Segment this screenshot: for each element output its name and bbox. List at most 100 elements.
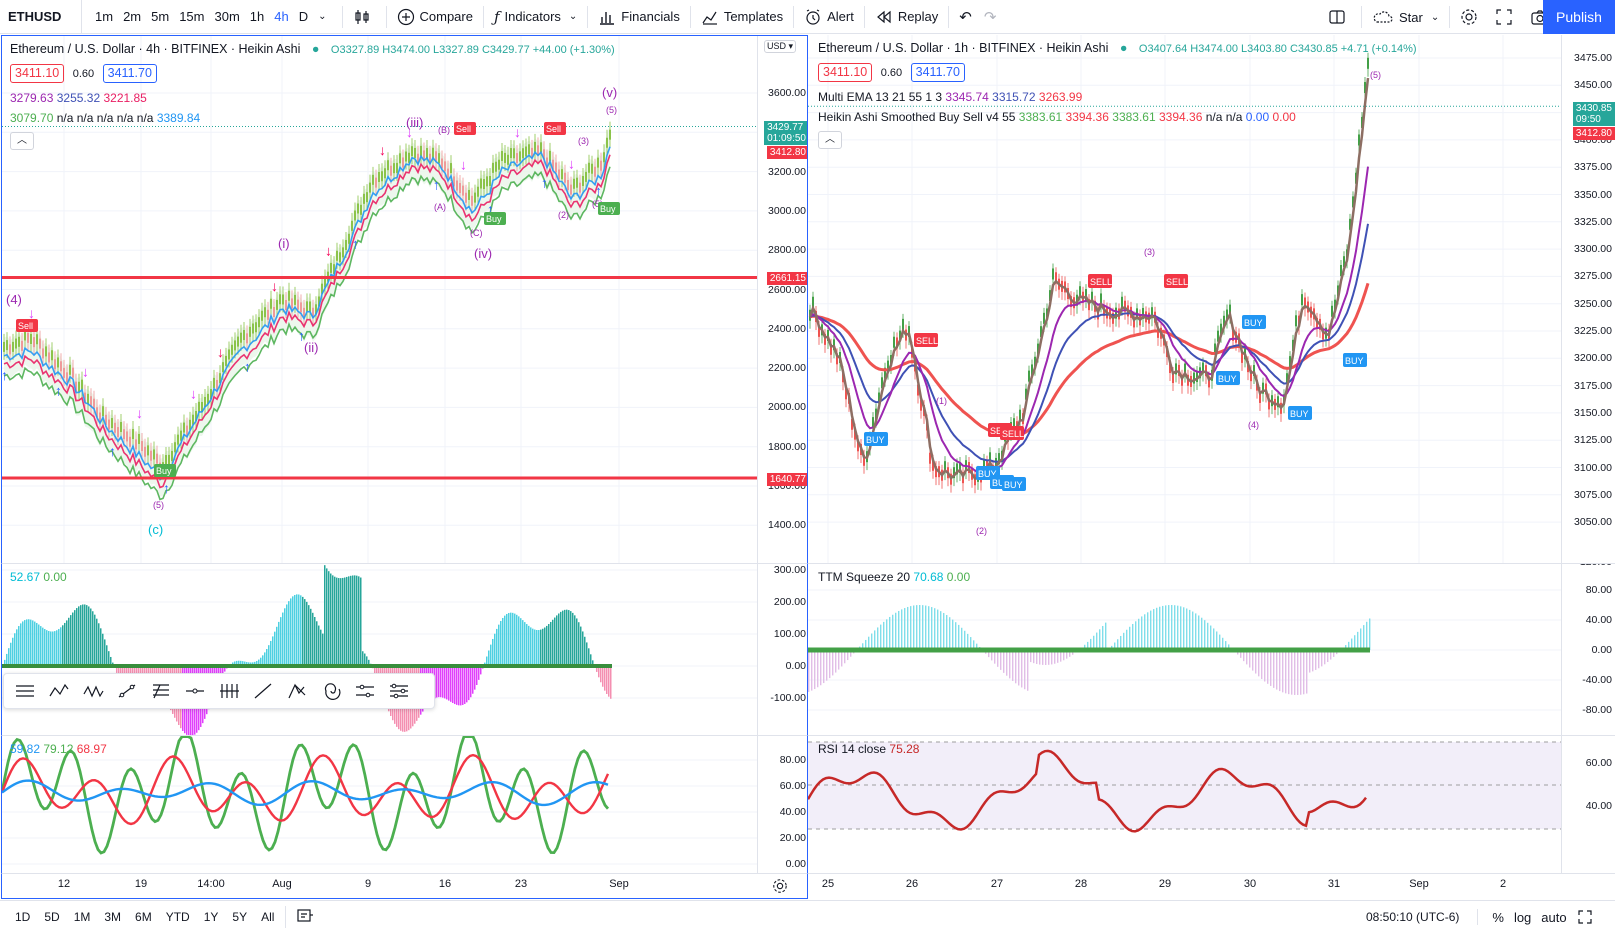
- spiral-tool[interactable]: [314, 676, 348, 706]
- left-chart-main-pane[interactable]: ↑ ↓ ↑ ↓ ↑ ↓ ↑ ↓ ↓ ↑ ↓ ↑ ↓ ↑ ↓ ↓ ↑ ↓ ↑ ↓ ↑ ↓ ↑ (4) (i) (ii) (iii) (i…: [1, 35, 808, 563]
- compare-button[interactable]: Compare: [391, 0, 479, 34]
- left-stochastic-lines[interactable]: [2, 736, 757, 873]
- rsi-line[interactable]: [808, 736, 1561, 873]
- trend-channel-tool[interactable]: [8, 676, 42, 706]
- right-price-chart[interactable]: SELLSELLSELLSELLSELLBUYBUYBUYBUYBUYBUYBU…: [808, 35, 1561, 563]
- left-osc-legend[interactable]: 52.67 0.00: [10, 570, 67, 584]
- grid-tool[interactable]: [212, 676, 246, 706]
- tf-1m[interactable]: 1m: [95, 9, 114, 24]
- timezone-clock[interactable]: 08:50:10 (UTC-6): [1366, 910, 1460, 924]
- left-oscillator-histogram[interactable]: [2, 564, 757, 735]
- candle: [231, 344, 233, 355]
- histogram-bar: [60, 627, 62, 666]
- goto-date-button[interactable]: [290, 907, 320, 926]
- trendline-tool[interactable]: [110, 676, 144, 706]
- range-1M[interactable]: 1M: [73, 909, 91, 924]
- sliders-tool[interactable]: [382, 676, 416, 706]
- histogram-bar: [338, 578, 340, 666]
- symbol-search[interactable]: ETHUSD: [0, 0, 82, 34]
- stoch-axis-label: 0.00: [785, 858, 806, 870]
- right-buy-price-button[interactable]: 3411.70: [910, 63, 965, 82]
- range-YTD[interactable]: YTD: [165, 909, 190, 924]
- pitchfork-tool[interactable]: [280, 676, 314, 706]
- range-5D[interactable]: 5D: [44, 909, 60, 924]
- left-indicator-row-2[interactable]: 3079.70 n/a n/a n/a n/a n/a 3389.84: [10, 111, 200, 125]
- ray-tool[interactable]: [246, 676, 280, 706]
- range-All[interactable]: All: [261, 909, 275, 924]
- left-osc-axis[interactable]: 300.00 200.00 100.00 0.00 -100.00: [757, 564, 807, 735]
- fib-tool[interactable]: [144, 676, 178, 706]
- tf-30m[interactable]: 30m: [214, 9, 240, 24]
- collapse-legend-button[interactable]: ︿: [818, 131, 842, 149]
- measure-tool[interactable]: [348, 676, 382, 706]
- range-6M[interactable]: 6M: [135, 909, 152, 924]
- range-5Y[interactable]: 5Y: [232, 909, 248, 924]
- right-chart-main-pane[interactable]: SELLSELLSELLSELLSELLBUYBUYBUYBUYBUYBUYBU…: [808, 35, 1615, 563]
- alert-button[interactable]: Alert: [798, 0, 860, 34]
- left-stoch-axis[interactable]: 80.00 60.00 40.00 20.00 0.00: [757, 736, 807, 873]
- histogram-bar: [110, 656, 112, 666]
- range-3M[interactable]: 3M: [104, 909, 122, 924]
- histogram-bar: [847, 650, 849, 661]
- tf-5m[interactable]: 5m: [151, 9, 170, 24]
- horizontal-ray-tool[interactable]: [178, 676, 212, 706]
- replay-button[interactable]: Replay: [869, 0, 944, 34]
- auto-scale-toggle[interactable]: auto: [1541, 909, 1567, 925]
- left-stoch-pane[interactable]: 59.82 79.12 68.97 80.00 60.00 40.00 20.00 0.…: [1, 735, 808, 873]
- financials-button[interactable]: Financials: [592, 0, 686, 34]
- abcd-pattern-tool[interactable]: [42, 676, 76, 706]
- settings-button[interactable]: [1454, 0, 1489, 34]
- right-chart-title[interactable]: Ethereum / U.S. Dollar · 1h · BITFINEX ·…: [818, 41, 1109, 55]
- right-rsi-legend[interactable]: RSI 14 close 75.28: [818, 742, 919, 756]
- right-ttm-pane[interactable]: TTM Squeeze 20 70.68 0.00 120.00 80.00 40.…: [808, 563, 1615, 735]
- ttm-squeeze-histogram[interactable]: [808, 564, 1561, 735]
- right-ttm-legend[interactable]: TTM Squeeze 20 70.68 0.00: [818, 570, 970, 584]
- elliott-wave-label: (4): [6, 292, 22, 307]
- redo-button[interactable]: ↷: [978, 0, 1003, 34]
- left-time-axis[interactable]: 12 19 14:00 Aug 9 16 23 Sep: [1, 873, 808, 899]
- fullscreen-button[interactable]: [1489, 0, 1524, 34]
- percent-scale-toggle[interactable]: %: [1492, 909, 1504, 925]
- log-scale-toggle[interactable]: log: [1513, 909, 1532, 925]
- right-ema-legend[interactable]: Multi EMA 13 21 55 1 3 3345.74 3315.72 3…: [818, 90, 1082, 104]
- right-sell-price-button[interactable]: 3411.10: [818, 63, 873, 82]
- right-ha-legend[interactable]: Heikin Ashi Smoothed Buy Sell v4 55 3383…: [818, 110, 1296, 124]
- left-indicator-row-1[interactable]: 3279.63 3255.32 3221.85: [10, 91, 147, 105]
- axis-settings-button[interactable]: [772, 878, 788, 897]
- publish-button[interactable]: Publish: [1543, 0, 1615, 34]
- undo-button[interactable]: ↶: [953, 0, 978, 34]
- wave-pattern-tool[interactable]: [76, 676, 110, 706]
- tf-15m[interactable]: 15m: [179, 9, 205, 24]
- fullscreen-bottom-icon[interactable]: [1577, 909, 1593, 925]
- collapse-legend-button[interactable]: ︿: [10, 132, 34, 150]
- left-price-chart[interactable]: ↑ ↓ ↑ ↓ ↑ ↓ ↑ ↓ ↓ ↑ ↓ ↑ ↓ ↑ ↓ ↓ ↑ ↓ ↑ ↓ ↑ ↓ ↑ (4) (i) (ii) (iii) (i…: [2, 36, 757, 563]
- tf-D[interactable]: D: [298, 9, 309, 24]
- templates-button[interactable]: Templates: [695, 0, 789, 34]
- chart-type-button[interactable]: [347, 0, 382, 34]
- layout-button[interactable]: [1322, 0, 1357, 34]
- tf-1h[interactable]: 1h: [249, 9, 265, 24]
- indicators-button[interactable]: ƒ Indicators ⌄: [488, 0, 583, 34]
- histogram-bar: [1030, 650, 1032, 663]
- left-stoch-legend[interactable]: 59.82 79.12 68.97: [10, 742, 107, 756]
- range-1D[interactable]: 1D: [15, 909, 31, 924]
- tf-2m[interactable]: 2m: [123, 9, 142, 24]
- currency-selector[interactable]: USD ▾: [764, 40, 797, 53]
- elliott-wave-label: (c): [148, 522, 163, 537]
- right-price-axis[interactable]: 3475.003450.003425.003400.003375.003350.…: [1561, 35, 1615, 563]
- left-sell-price-button[interactable]: 3411.10: [10, 64, 65, 83]
- star-button[interactable]: Star ⌄: [1366, 0, 1445, 34]
- chevron-down-icon[interactable]: ⌄: [318, 11, 327, 22]
- right-time-axis[interactable]: 25 26 27 28 29 30 31 Sep 2: [808, 873, 1615, 899]
- left-buy-price-button[interactable]: 3411.70: [102, 64, 157, 83]
- right-ttm-axis[interactable]: 120.00 80.00 40.00 0.00 -40.00 -80.00: [1561, 564, 1615, 735]
- buy-arrow-icon: ↑: [541, 174, 548, 190]
- left-chart-title[interactable]: Ethereum / U.S. Dollar · 4h · BITFINEX ·…: [10, 42, 301, 56]
- tf-4h[interactable]: 4h: [274, 9, 289, 24]
- left-oscillator-pane[interactable]: 52.67 0.00 300.00 200.00 100.00 0.00 -100.00: [1, 563, 808, 735]
- left-price-axis[interactable]: 3600.003400.003200.003000.002800.002600.…: [757, 36, 807, 563]
- price-axis-label: 3200.00: [1574, 352, 1612, 365]
- range-1Y[interactable]: 1Y: [203, 909, 219, 924]
